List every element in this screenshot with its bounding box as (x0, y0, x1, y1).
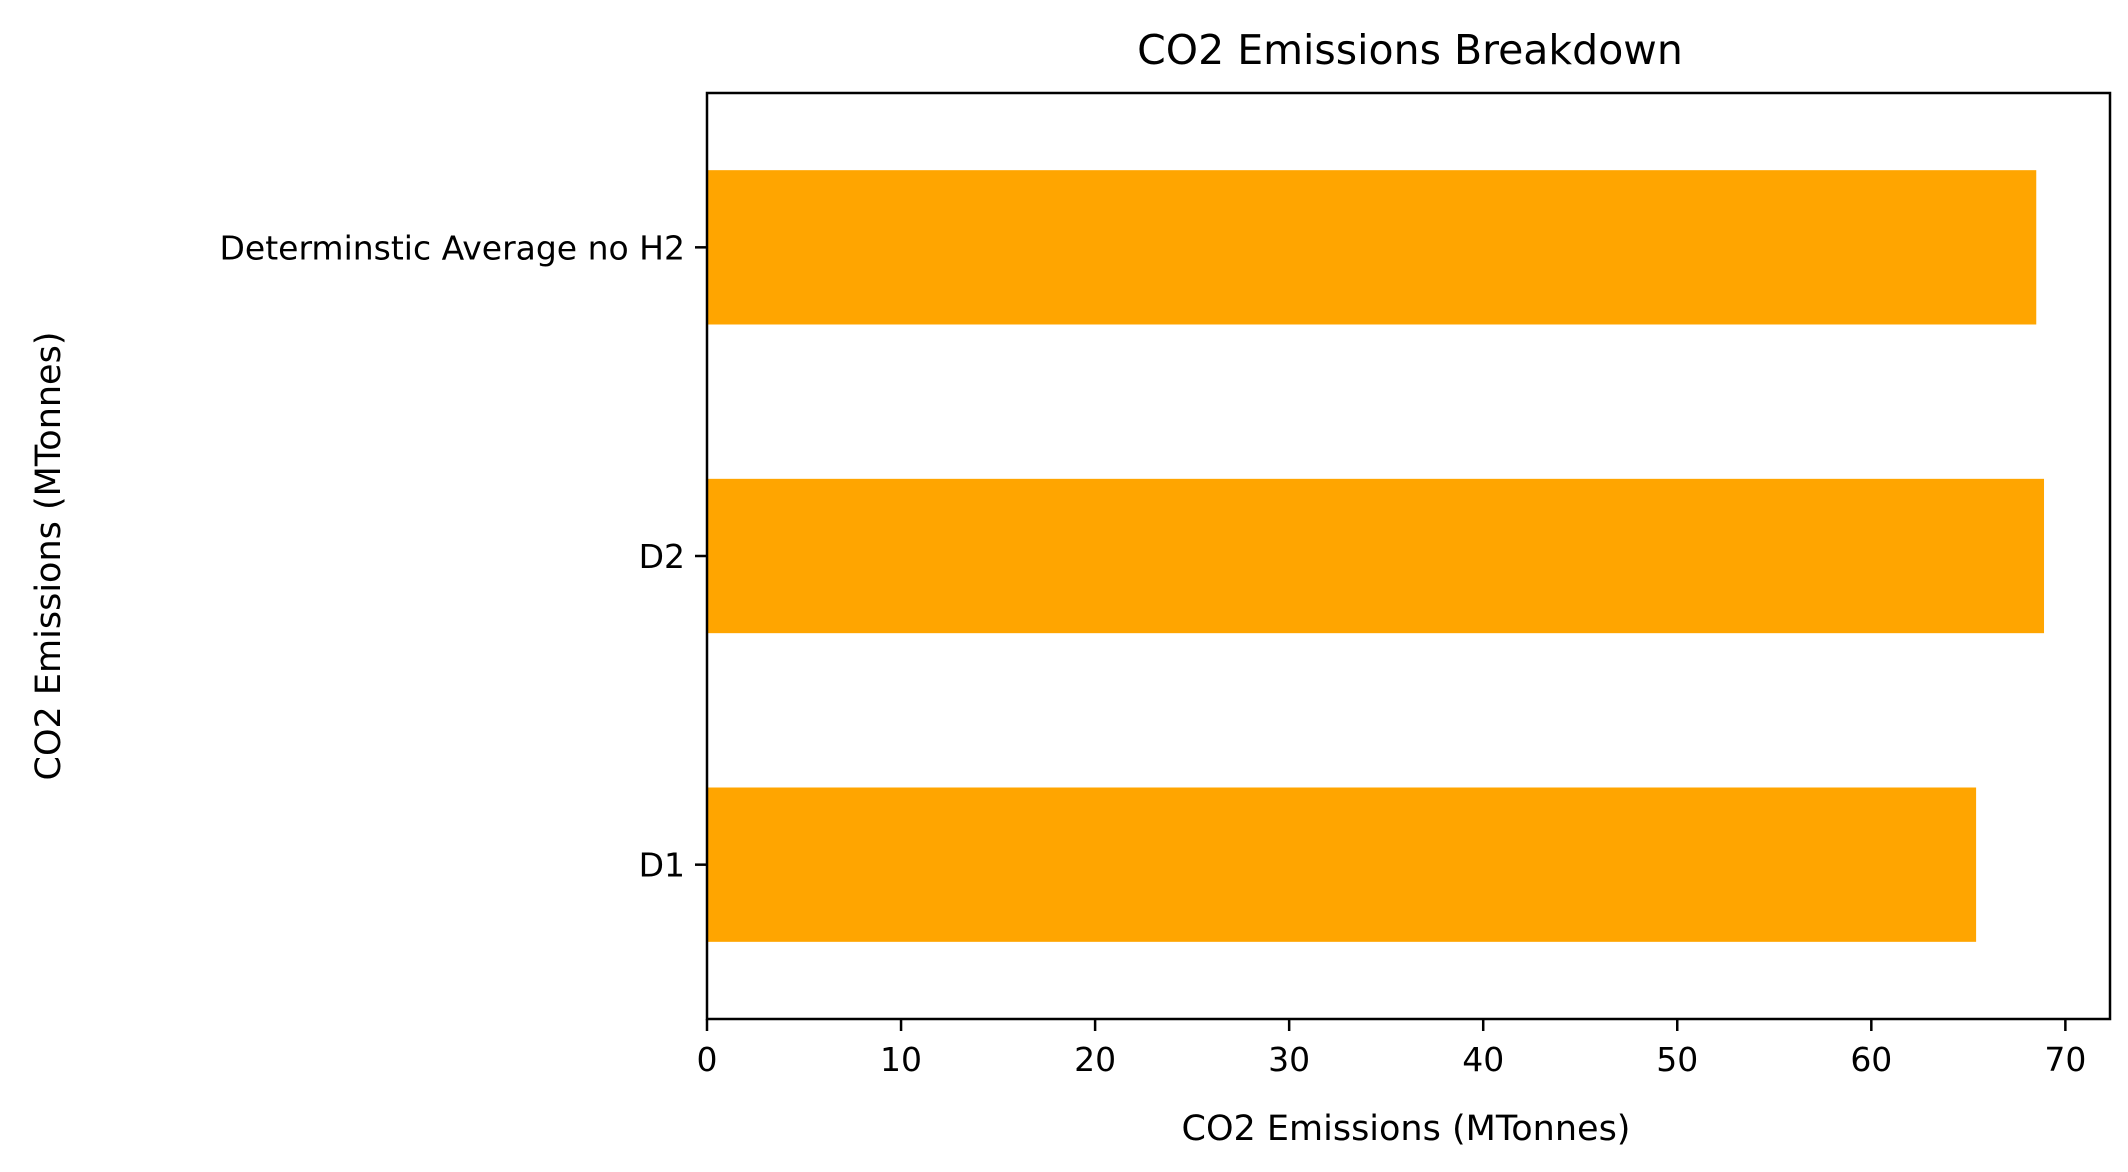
y-tick-label: D1 (639, 846, 685, 885)
x-tick-label: 10 (880, 1040, 922, 1079)
y-tick-label: Determinstic Average no H2 (219, 228, 685, 267)
x-tick-label: 40 (1462, 1040, 1504, 1079)
x-tick-label: 0 (697, 1040, 718, 1079)
y-axis-ticks: D1 D2 Determinstic Average no H2 (219, 228, 707, 885)
bar-d2 (707, 478, 2045, 634)
y-tick-label: D2 (639, 537, 685, 576)
chart-title: CO2 Emissions Breakdown (1137, 26, 1683, 74)
x-tick-label: 30 (1268, 1040, 1310, 1079)
x-axis-label: CO2 Emissions (MTonnes) (1182, 1109, 1631, 1149)
x-tick-label: 20 (1074, 1040, 1116, 1079)
x-tick-label: 60 (1850, 1040, 1892, 1079)
x-tick-label: 70 (2044, 1040, 2086, 1079)
bar-determinstic-average-no-h2 (707, 170, 2037, 325)
bars-group (707, 170, 2045, 942)
y-axis-label: CO2 Emissions (MTonnes) (29, 332, 69, 781)
bar-d1 (707, 787, 1977, 942)
x-axis-ticks: 0 10 20 30 40 50 60 70 (697, 1019, 2086, 1079)
x-tick-label: 50 (1656, 1040, 1698, 1079)
